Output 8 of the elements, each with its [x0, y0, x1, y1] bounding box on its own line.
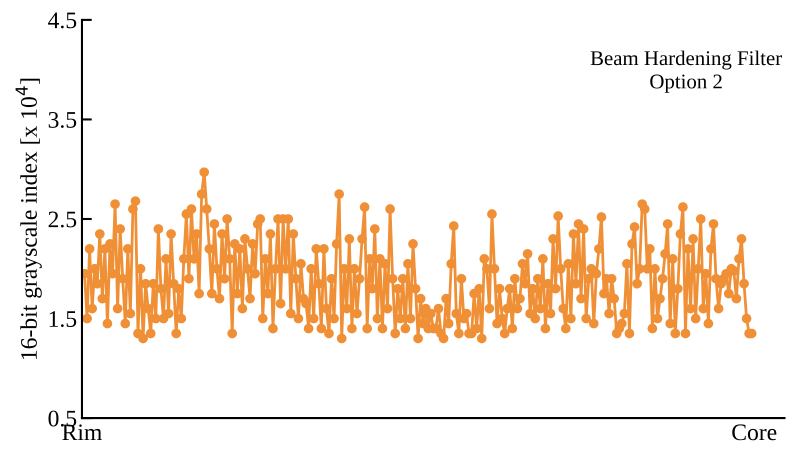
- x-tick-label: Core: [732, 424, 776, 440]
- y-axis-title: 16-bit grayscale index [x 10$^{4}$]: [16, 78, 42, 360]
- y-tick-label: 4.5: [48, 12, 76, 28]
- y-tick-label: 1.5: [50, 311, 76, 328]
- annotation: Beam Hardening Filter Option 2: [590, 50, 782, 93]
- y-tick-label: 0.5: [48, 410, 76, 427]
- y-tick-label: 3.5: [48, 112, 76, 128]
- y-tick-label: 2.5: [48, 212, 76, 228]
